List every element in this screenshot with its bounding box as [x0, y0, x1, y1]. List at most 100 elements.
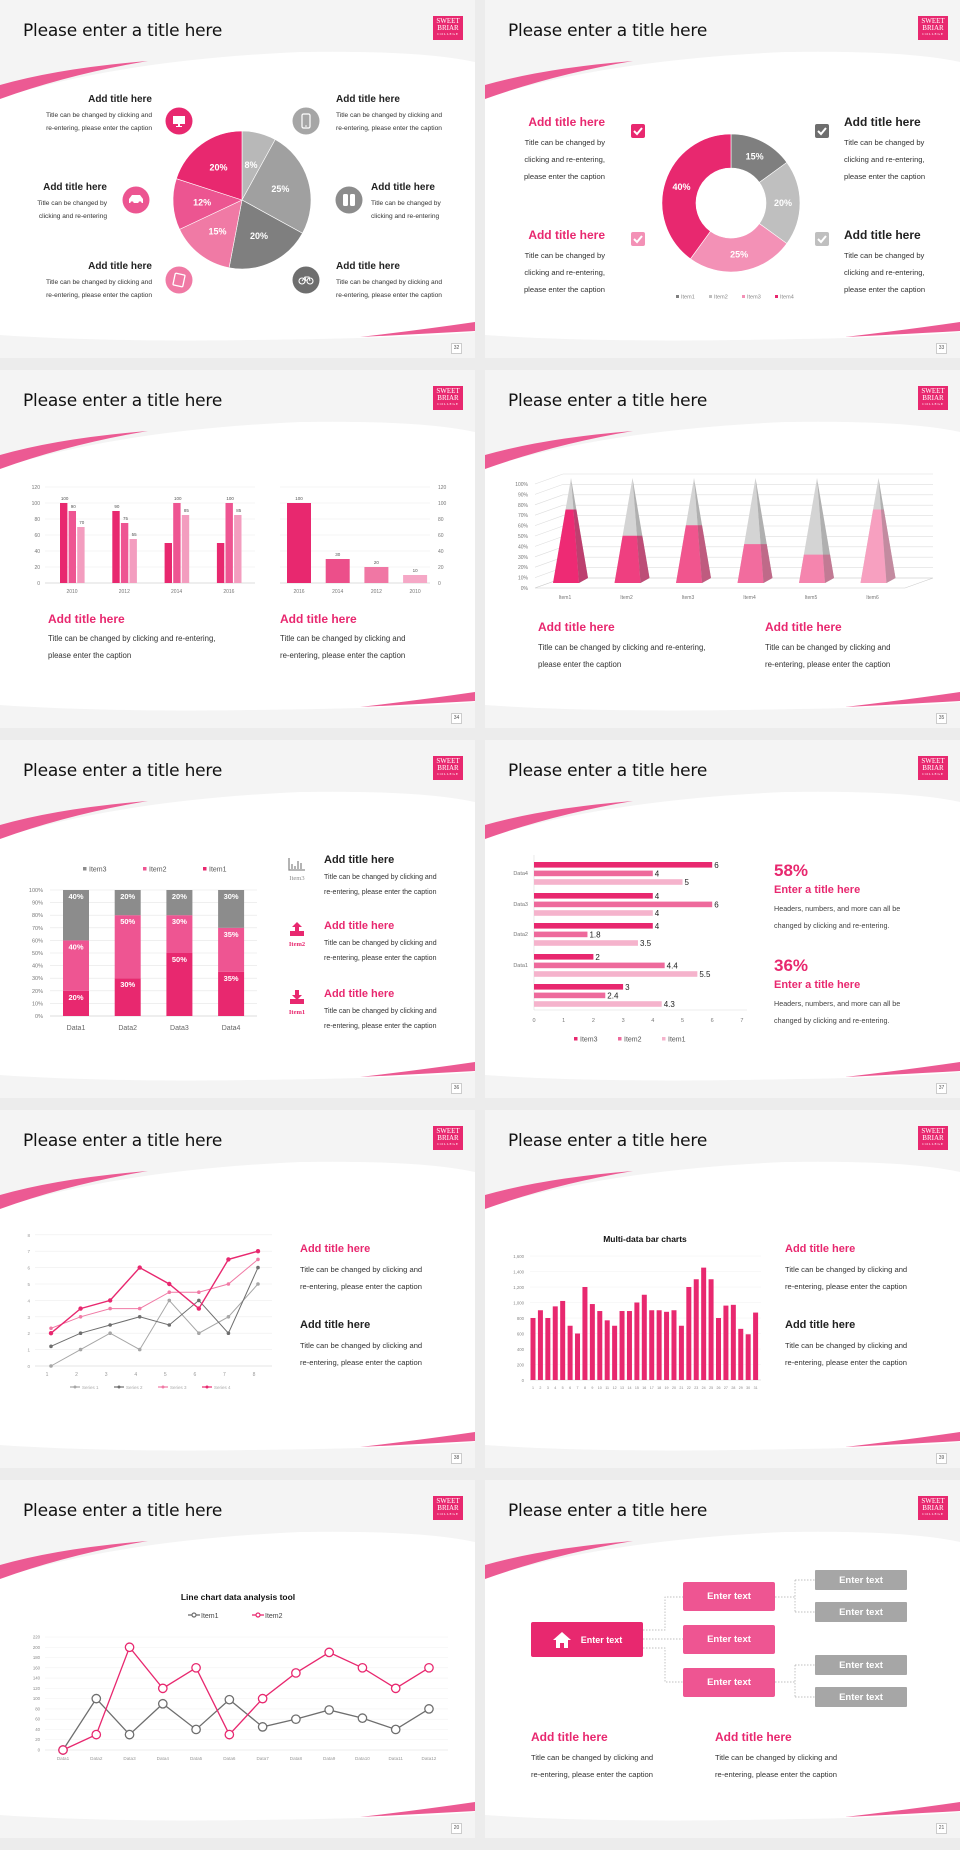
slide-title[interactable]: Please enter a title here [508, 1501, 708, 1521]
white-content-area [485, 51, 960, 341]
white-content-area [0, 1531, 475, 1821]
slide-title[interactable]: Please enter a title here [508, 391, 708, 411]
middle-node[interactable]: Enter text [683, 1625, 775, 1654]
gridline [534, 494, 933, 506]
page-number: 34 [451, 713, 462, 724]
slide[interactable]: 0 0 20 20 40 40 60 60 80 80 100 100 120 120 100 90 70 201… [0, 370, 475, 728]
bar [545, 1318, 551, 1380]
block-title: Add title here [88, 93, 152, 105]
leaf-node[interactable]: Enter text [815, 1655, 907, 1675]
bar [534, 954, 594, 960]
donut-slice-label: 40% [673, 182, 691, 192]
logo-text: SWEET [436, 1127, 460, 1135]
bar-data-label: 75 [123, 516, 129, 521]
x-tick-label: 1 [532, 1386, 534, 1390]
y-tick-label: 2 [27, 1331, 30, 1336]
y-tick-label: 0 [522, 1378, 525, 1383]
series-marker [291, 1714, 301, 1725]
y-tick-label: 1,200 [513, 1285, 524, 1290]
x-tick-label: 26 [717, 1386, 721, 1390]
x-tick-label: 18 [657, 1386, 661, 1390]
series-marker [197, 1331, 201, 1335]
slide-title[interactable]: Please enter a title here [23, 21, 223, 41]
bar [534, 1001, 662, 1007]
slide-title[interactable]: Please enter a title here [23, 391, 223, 411]
block-caption: Title can be changed by clicking and [280, 633, 406, 643]
slide-title[interactable]: Please enter a title here [508, 1131, 708, 1151]
slide[interactable]: 0 1 2 3 4 5 6 7 6 4 5 Data4 4 6 4 Data3 4 1.8 3.5 Data2 2 4.4… [485, 740, 960, 1098]
house [552, 1631, 571, 1648]
checkbox-icon [815, 232, 829, 246]
slide[interactable]: 15% 20% 25% 40% Item1 Item2 Item3 Item4 Please e… [485, 0, 960, 358]
page-number: 32 [451, 343, 462, 354]
block-caption: re-entering, please enter the caption [300, 1357, 423, 1367]
y-tick-label: 0% [521, 586, 529, 592]
pyramid-fill-front [799, 554, 825, 583]
icon-label: Item2 [289, 941, 305, 948]
block-title: Add title here [280, 612, 357, 626]
segment-label: 50% [172, 955, 187, 964]
bar-segment [218, 971, 245, 1016]
slide[interactable]: 0% 10% 20% 30% 40% 50% 60% 70% 80% 90% 100% 20% 40% 4… [0, 740, 475, 1098]
root-node[interactable]: Enter text [531, 1622, 643, 1657]
gridline [534, 504, 933, 516]
slide[interactable]: Multi-data bar charts 0 200 400 600 800 1,000 1… [485, 1110, 960, 1468]
pie-slice [228, 199, 303, 270]
slide[interactable]: 8% 25% 20% 15% 12% 20% Please enter a title he… [0, 0, 475, 358]
y-tick-label: 5 [27, 1282, 30, 1287]
leaf-node[interactable]: Enter text [815, 1687, 907, 1707]
logo-text: BRIAR [437, 24, 459, 32]
logo-text: BRIAR [437, 1134, 459, 1142]
leaf-node[interactable]: Enter text [815, 1570, 907, 1590]
pie-slice [179, 199, 243, 269]
top-swoosh [0, 1541, 148, 1579]
bar [173, 503, 181, 583]
block-caption: Title can be changed by clicking and [336, 278, 443, 286]
series-marker [390, 1683, 401, 1694]
bottom-swoosh [360, 1802, 475, 1817]
series-marker [226, 1315, 231, 1319]
legend-label: Item1 [668, 1037, 686, 1044]
y-tick-label: 60% [32, 938, 43, 944]
series-line [62, 1645, 430, 1751]
logo: SWEET BRIAR COLLEGE [918, 16, 948, 40]
x-tick-label: Data3 [170, 1025, 189, 1032]
legend-swatch [143, 867, 147, 871]
logo-text: BRIAR [922, 394, 944, 402]
series-marker [197, 1290, 201, 1294]
bar [641, 1294, 647, 1380]
series-marker [137, 1265, 142, 1270]
block-title: Add title here [48, 612, 125, 626]
bar [604, 1320, 610, 1380]
x-tick-label: 21 [679, 1386, 683, 1390]
y-tick-label: 80% [32, 913, 43, 919]
body [129, 195, 143, 203]
slide[interactable]: 0 1 2 3 4 5 6 7 8 1 2 3 4 5 6 7 8 Series 1 Series 2 Series … [0, 1110, 475, 1468]
series-marker [424, 1704, 434, 1714]
logo-text: SWEET [921, 1127, 945, 1135]
x-tick-label: 3 [622, 1018, 625, 1024]
block-caption: re-entering, please enter the caption [785, 1281, 908, 1291]
slide[interactable]: Please enter a title here SWEET BRIAR COLLE… [485, 1480, 960, 1838]
checkmark-icon [817, 127, 827, 136]
slide[interactable]: Line chart data analysis tool 0 20 40 60 80 10… [0, 1480, 475, 1838]
bar [552, 1306, 558, 1380]
checkmark-icon [817, 235, 827, 244]
slide-title[interactable]: Please enter a title here [508, 21, 708, 41]
slide[interactable]: 0% 10% 20% 30% 40% 50% 60% 70% 80% 90% 100% Item1 It… [485, 370, 960, 728]
bottom-swoosh [360, 692, 475, 707]
slide-title[interactable]: Please enter a title here [23, 1131, 223, 1151]
slide-title[interactable]: Please enter a title here [23, 1501, 223, 1521]
x-tick-label: 12 [613, 1386, 617, 1390]
bar [537, 1310, 543, 1380]
middle-node[interactable]: Enter text [683, 1582, 775, 1611]
leaf-node[interactable]: Enter text [815, 1602, 907, 1622]
upload-icon-tray [290, 931, 304, 936]
slide-title[interactable]: Please enter a title here [508, 761, 708, 781]
legend-swatch [662, 1037, 666, 1041]
logo-text: BRIAR [922, 24, 944, 32]
x-tick-label: Item6 [866, 595, 879, 601]
slide-title[interactable]: Please enter a title here [23, 761, 223, 781]
bar [403, 575, 428, 583]
middle-node[interactable]: Enter text [683, 1668, 775, 1697]
